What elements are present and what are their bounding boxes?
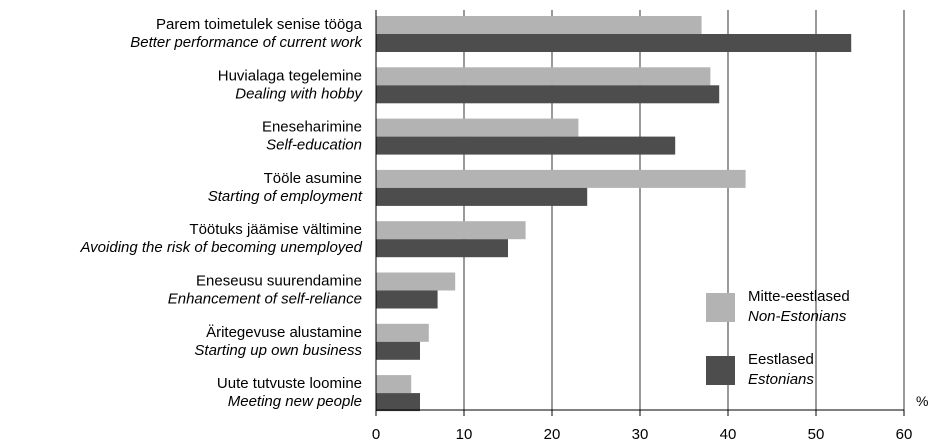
x-tick-label: 60: [896, 426, 913, 443]
legend-label-en: Estonians: [748, 371, 814, 388]
x-tick-label: 0: [372, 426, 380, 443]
legend-label-en: Non-Estonians: [748, 308, 847, 325]
x-axis: 0 10 20 30 40 50 60%: [372, 10, 928, 443]
legend: Mitte-eestlased Non-Estonians Eestlased Est…: [706, 288, 850, 388]
x-tick-label: 30: [632, 426, 649, 443]
category-label: Äritegevuse alustamine: [206, 324, 362, 341]
category-label-en: Starting of employment: [208, 188, 363, 205]
bar-estonians: [376, 34, 852, 52]
legend-label: Eestlased: [748, 351, 814, 368]
bar-estonians: [376, 393, 420, 412]
bar-non-estonians: [376, 323, 429, 342]
bar-estonians: [376, 187, 588, 206]
bar-estonians: [376, 239, 508, 258]
bar-estonians: [376, 341, 420, 360]
category-label: Eneseharimine: [262, 119, 362, 136]
bar-estonians: [376, 136, 676, 155]
category-label-en: Self-education: [266, 137, 362, 154]
bar-non-estonians: [376, 221, 526, 240]
bar-non-estonians: [376, 169, 746, 188]
bar-estonians: [376, 290, 438, 309]
legend-swatch: [706, 293, 735, 322]
x-tick-label: 20: [544, 426, 561, 443]
bar-non-estonians: [376, 118, 579, 137]
category-label: Huvialaga tegelemine: [218, 67, 362, 84]
bar-non-estonians: [376, 16, 702, 34]
bars: [376, 16, 852, 412]
legend-label: Mitte-eestlased: [748, 288, 850, 305]
bar-estonians: [376, 85, 720, 104]
bar-non-estonians: [376, 67, 711, 86]
x-tick-label: 50: [808, 426, 825, 443]
axis-unit-label: %: [916, 393, 928, 409]
category-label: Tööle asumine: [264, 170, 362, 187]
category-label: Parem toimetulek senise tööga: [156, 16, 363, 33]
bar-non-estonians: [376, 375, 412, 394]
x-tick-label: 10: [456, 426, 473, 443]
category-label: Töötuks jäämise vältimine: [189, 221, 362, 238]
category-label-en: Dealing with hobby: [235, 85, 363, 102]
category-label-en: Better performance of current work: [130, 34, 363, 51]
legend-swatch: [706, 356, 735, 385]
category-label-en: Avoiding the risk of becoming unemployed: [79, 239, 362, 256]
category-label-en: Starting up own business: [194, 342, 362, 359]
category-label: Eneseusu suurendamine: [196, 273, 362, 290]
bar-non-estonians: [376, 272, 456, 291]
category-label: Uute tutvuste loomine: [217, 375, 362, 392]
x-tick-label: 40: [720, 426, 737, 443]
category-label-en: Enhancement of self-reliance: [168, 291, 362, 308]
category-label-en: Meeting new people: [228, 393, 362, 410]
